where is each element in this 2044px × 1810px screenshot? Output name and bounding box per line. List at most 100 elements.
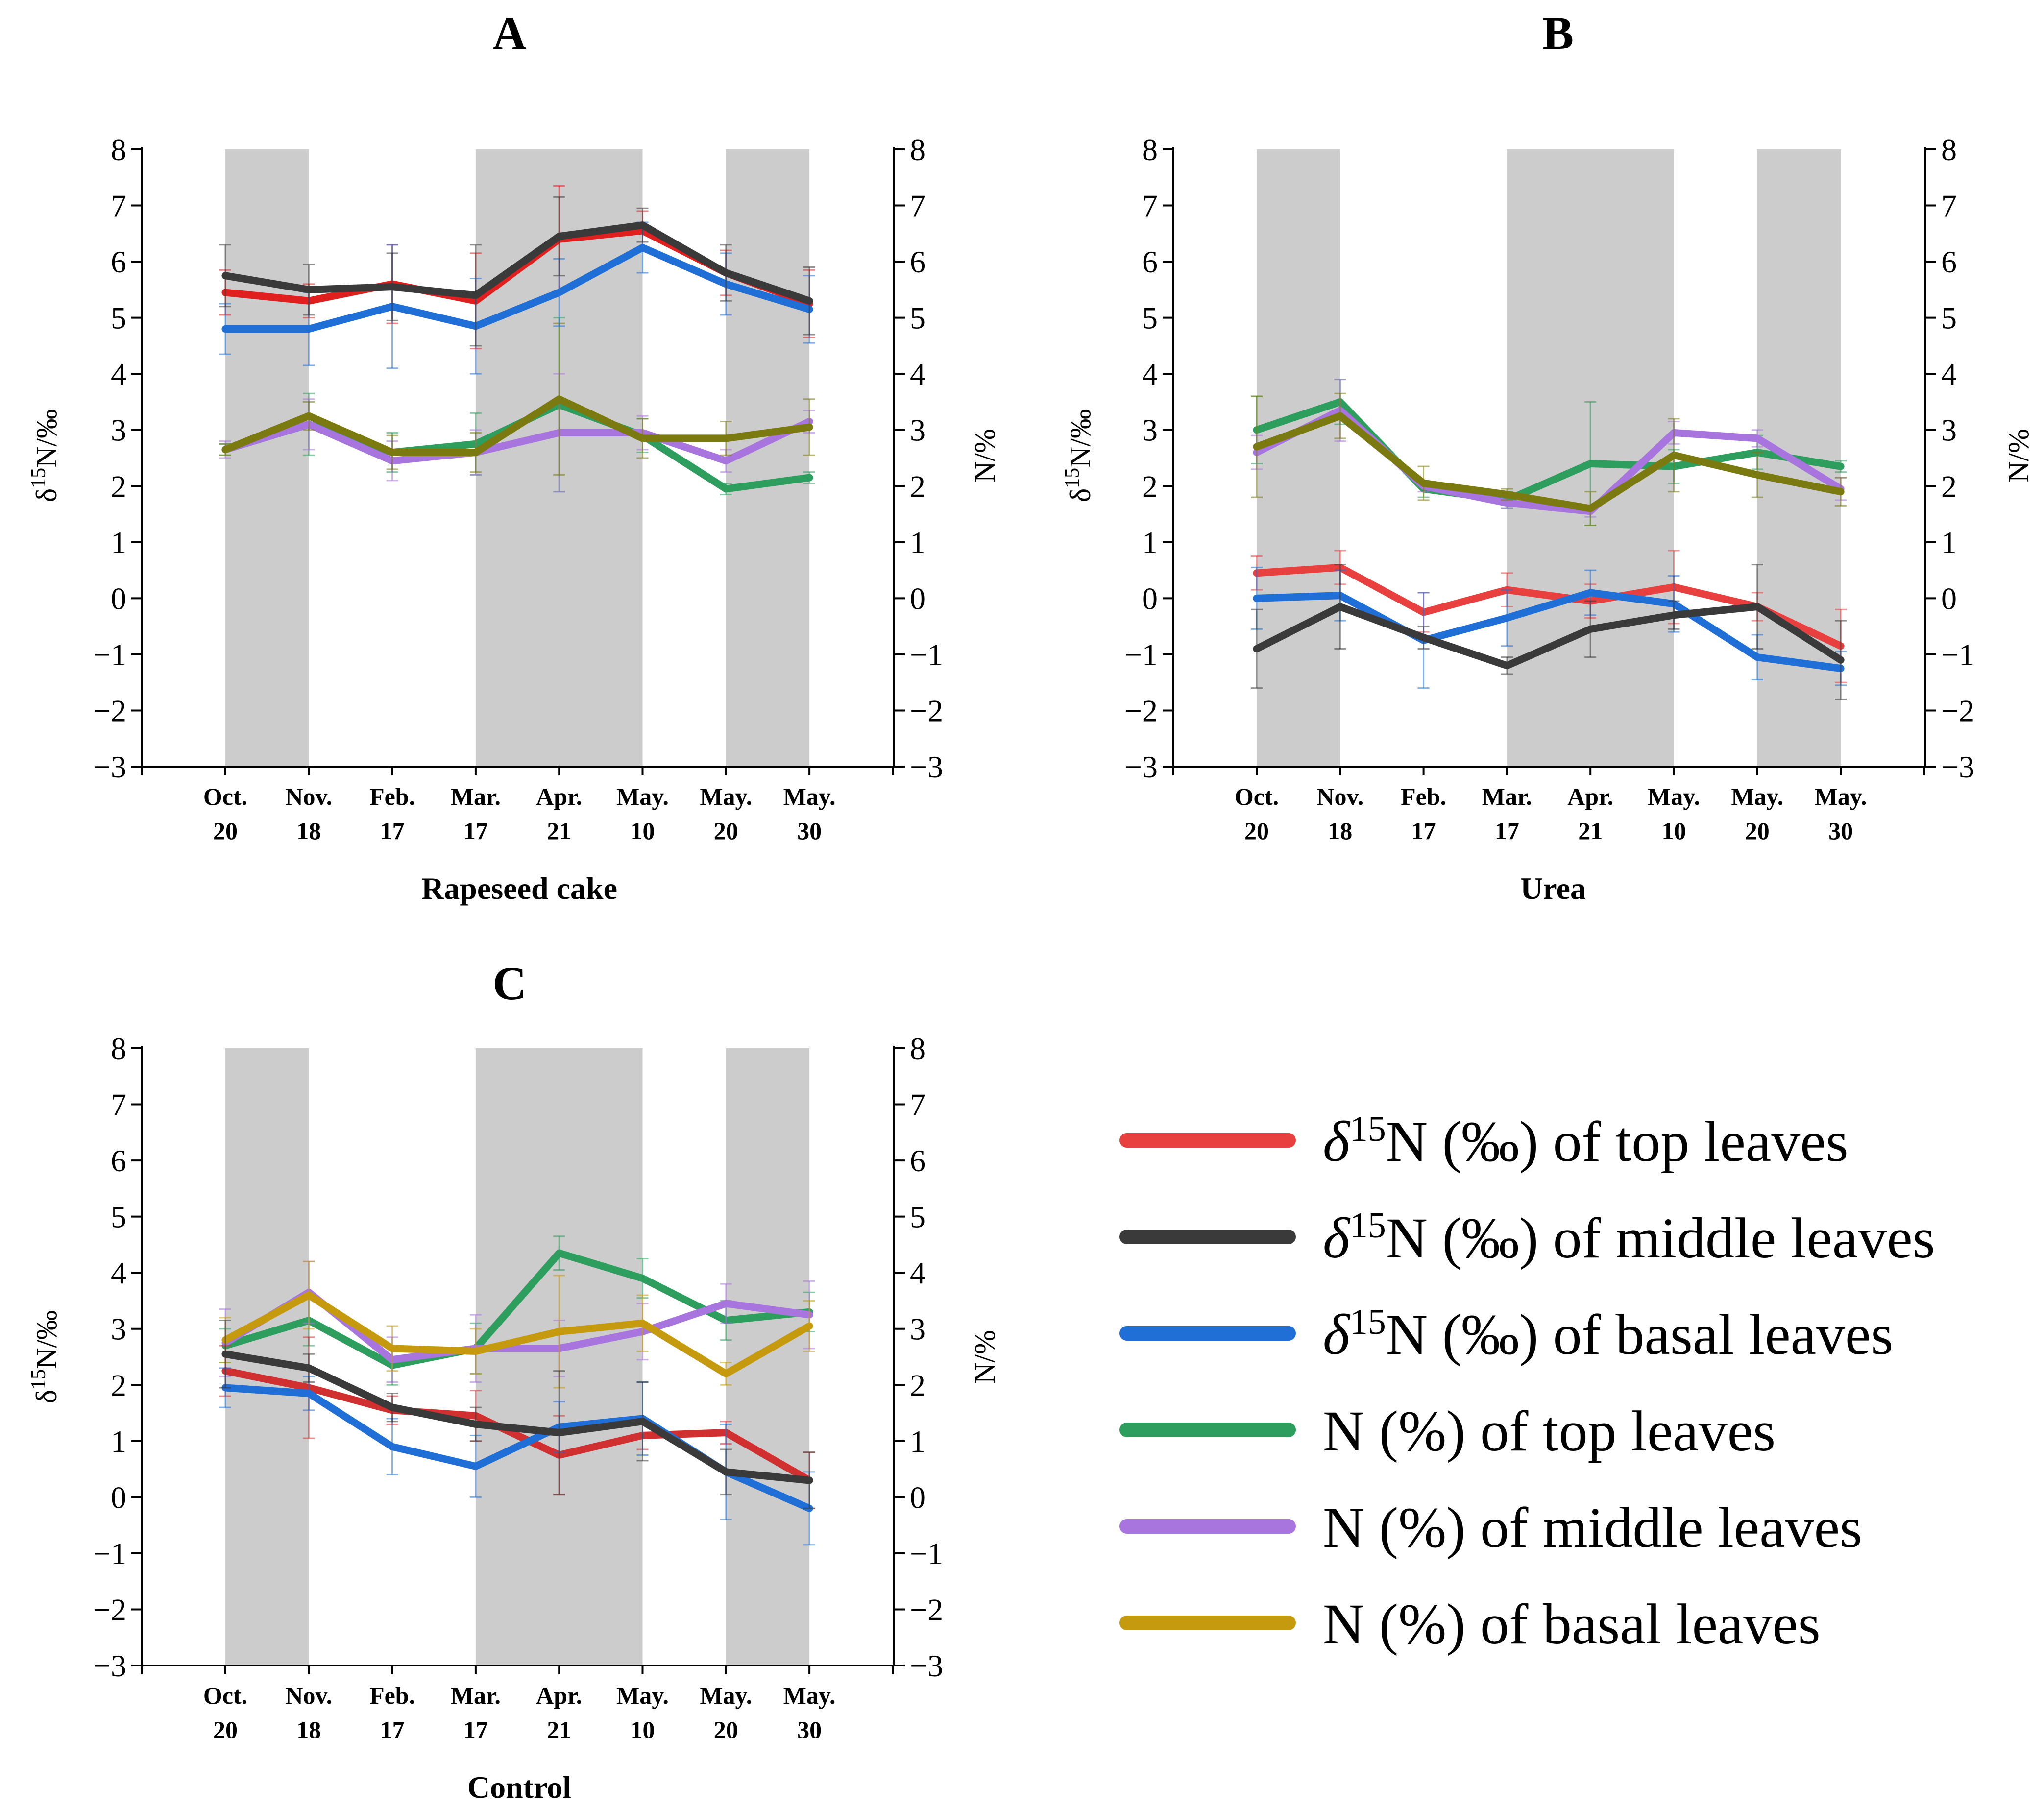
y-tick-label-right: 7 [910, 1087, 925, 1122]
series-line [221, 221, 813, 305]
x-tick-label: May. [1648, 783, 1700, 810]
y-tick-label-right: 0 [910, 1480, 925, 1515]
x-tick-label: May. [783, 783, 836, 810]
y-tick-label-right: 5 [1941, 301, 1957, 336]
panel-b-y-label-left: δ15N/‰ [1061, 409, 1096, 502]
y-tick-label-right: −3 [910, 749, 943, 784]
y-tick-label-right: 6 [910, 1143, 925, 1178]
panel-a-x-label: Rapeseed cake [421, 871, 617, 906]
x-tick-label: Mar. [451, 783, 501, 810]
y-tick-label-right: 7 [1941, 189, 1957, 223]
y-tick-label-left: 7 [111, 189, 126, 223]
x-tick-label: 20 [1745, 817, 1770, 845]
y-tick-label-right: 8 [1941, 132, 1957, 167]
y-tick-label-left: 6 [1142, 244, 1158, 279]
legend-label: δ15N (‰) of middle leaves [1323, 1206, 1935, 1270]
x-tick-label: 20 [1244, 817, 1269, 845]
panel-b-y-label-right: N/% [2002, 429, 2035, 483]
series-line [1253, 398, 1845, 504]
x-tick-label: 18 [296, 817, 321, 845]
y-tick-label-left: 2 [111, 469, 126, 504]
legend-label: N (%) of top leaves [1323, 1399, 1776, 1463]
y-tick-label-left: 5 [111, 1200, 126, 1234]
x-tick-label: 20 [714, 1716, 738, 1743]
shaded-band [1257, 149, 1340, 767]
y-tick-label-right: 7 [910, 189, 925, 223]
y-tick-label-left: −3 [1124, 749, 1158, 784]
legend-label: N (%) of basal leaves [1323, 1592, 1821, 1656]
x-tick-label: 10 [1662, 817, 1686, 845]
y-tick-label-right: 6 [910, 244, 925, 279]
panel-b-x-label: Urea [1520, 871, 1586, 906]
y-tick-label-left: 8 [1142, 132, 1158, 167]
y-tick-label-right: 5 [910, 301, 925, 336]
legend-label: δ15N (‰) of top leaves [1323, 1109, 1849, 1174]
series [1251, 392, 1847, 526]
y-tick-label-left: −2 [1124, 693, 1158, 728]
x-tick-label: May. [616, 783, 669, 810]
x-tick-label: May. [1815, 783, 1867, 810]
y-tick-label-left: 8 [111, 132, 126, 167]
x-tick-label: 21 [547, 1716, 571, 1743]
series [1251, 564, 1847, 700]
y-tick-label-right: 2 [910, 469, 925, 504]
x-tick-label: 17 [380, 1716, 405, 1743]
series-line [1253, 603, 1845, 670]
y-tick-label-right: 4 [910, 1255, 925, 1290]
y-tick-label-left: 4 [111, 357, 126, 391]
y-tick-label-right: −1 [910, 637, 943, 672]
x-tick-label: May. [783, 1682, 836, 1709]
y-tick-label-right: 1 [910, 1424, 925, 1459]
y-tick-label-left: 6 [111, 244, 126, 279]
shaded-band [225, 149, 309, 767]
x-tick-label: 18 [296, 1716, 321, 1743]
series [219, 322, 816, 476]
legend: δ15N (‰) of top leaves δ15N (‰) of middl… [1119, 1109, 1935, 1656]
y-tick-label-left: 1 [111, 525, 126, 560]
x-tick-label: 17 [1411, 817, 1436, 845]
x-tick-label: Nov. [285, 1682, 332, 1709]
panel-b: B −3 −3 −2 −2 −1 −1 0 0 1 1 2 2 3 3 4 4 5 5 6 6 7 7 8 8 Oct. 20 No… [1061, 7, 2035, 906]
panel-c-y-label-right: N/% [969, 1330, 1001, 1384]
panel-b-plot: −3 −3 −2 −2 −1 −1 0 0 1 1 2 2 3 3 4 4 5 5 6 6 7 7 8 8 Oct. 20 Nov.… [1124, 132, 1974, 845]
x-tick-label: Mar. [1482, 783, 1532, 810]
series-line [221, 395, 813, 457]
series [219, 196, 816, 347]
x-tick-label: Apr. [1567, 783, 1613, 810]
x-tick-label: 30 [797, 817, 822, 845]
x-tick-label: Mar. [451, 1682, 501, 1709]
x-tick-label: 17 [463, 817, 488, 845]
x-tick-label: 18 [1328, 817, 1352, 845]
y-tick-label-right: −3 [1941, 749, 1974, 784]
y-tick-label-left: 0 [111, 581, 126, 616]
y-tick-label-left: 8 [111, 1031, 126, 1066]
y-tick-label-left: −2 [93, 1592, 126, 1627]
x-tick-label: Nov. [1316, 783, 1363, 810]
series-line [1253, 589, 1845, 673]
x-tick-label: 20 [213, 817, 238, 845]
y-tick-label-left: −1 [93, 1536, 126, 1571]
y-tick-label-left: 6 [111, 1143, 126, 1178]
legend-entry: N (%) of middle leaves [1119, 1496, 1862, 1560]
y-tick-label-left: 4 [1142, 357, 1158, 391]
y-tick-label-left: 2 [1142, 469, 1158, 504]
x-tick-label: Nov. [285, 783, 332, 810]
y-tick-label-left: 7 [111, 1087, 126, 1122]
y-tick-label-left: 5 [1142, 301, 1158, 336]
y-tick-label-right: −2 [910, 1592, 943, 1627]
legend-entry: N (%) of basal leaves [1119, 1592, 1821, 1656]
x-tick-label: 17 [463, 1716, 488, 1743]
y-tick-label-right: 8 [910, 1031, 925, 1066]
x-tick-label: 30 [797, 1716, 822, 1743]
y-tick-label-left: 0 [111, 1480, 126, 1515]
panel-a-y-label-right: N/% [969, 429, 1001, 483]
x-tick-label: Apr. [536, 1682, 582, 1709]
series-line [221, 1291, 813, 1377]
series-line [221, 1367, 813, 1484]
series-line [1253, 563, 1845, 650]
x-tick-label: Feb. [369, 783, 415, 810]
y-tick-label-left: 7 [1142, 189, 1158, 223]
panel-b-title: B [1542, 7, 1574, 59]
y-tick-label-left: −2 [93, 693, 126, 728]
